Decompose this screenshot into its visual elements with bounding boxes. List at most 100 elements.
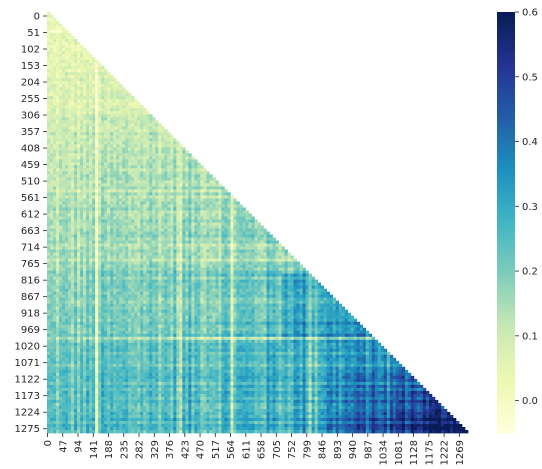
heatmap-cell <box>140 117 144 121</box>
heatmap-cell <box>197 300 201 305</box>
heatmap-cell <box>62 87 66 91</box>
heatmap-cell <box>71 87 75 91</box>
heatmap-cell <box>101 222 105 226</box>
heatmap-cell <box>194 249 198 253</box>
heatmap-cell <box>278 258 282 262</box>
heatmap-cell <box>164 255 168 259</box>
heatmap-cell <box>170 270 174 274</box>
heatmap-cell <box>56 222 60 226</box>
heatmap-cell <box>164 288 168 293</box>
heatmap-cell <box>92 132 96 136</box>
heatmap-cell <box>173 210 177 214</box>
heatmap-cell <box>116 192 120 196</box>
heatmap-cell <box>206 225 210 229</box>
heatmap-cell <box>185 306 189 311</box>
heatmap-cell <box>59 144 63 148</box>
heatmap-cell <box>287 270 291 274</box>
heatmap-cell <box>128 120 132 124</box>
heatmap-cell <box>200 225 204 229</box>
heatmap-cell <box>185 177 189 181</box>
heatmap-cell <box>122 168 126 172</box>
heatmap-cell <box>221 216 225 220</box>
heatmap-cell <box>86 207 90 211</box>
heatmap-cell <box>182 177 186 181</box>
heatmap-cell <box>65 33 69 37</box>
heatmap-cell <box>95 270 99 274</box>
heatmap-cell <box>134 192 138 196</box>
heatmap-cell <box>110 177 114 181</box>
heatmap-cell <box>68 171 72 175</box>
heatmap-cell <box>179 222 183 226</box>
heatmap-cell <box>131 177 135 181</box>
heatmap-cell <box>92 198 96 202</box>
heatmap-cell <box>158 126 162 130</box>
heatmap-cell <box>71 306 75 311</box>
heatmap-cell <box>50 309 54 314</box>
heatmap-cell <box>89 282 93 286</box>
heatmap-cell <box>173 306 177 311</box>
heatmap-cell <box>194 222 198 226</box>
heatmap-cell <box>110 153 114 157</box>
heatmap-cell <box>107 192 111 196</box>
heatmap-cell <box>152 135 156 139</box>
heatmap-cell <box>113 78 117 82</box>
heatmap-cell <box>209 183 213 187</box>
heatmap-cell <box>176 213 180 217</box>
heatmap-cell <box>83 255 87 259</box>
heatmap-cell <box>197 195 201 199</box>
heatmap-cell <box>65 219 69 223</box>
heatmap-cell <box>275 261 279 265</box>
heatmap-cell <box>68 216 72 220</box>
heatmap-cell <box>275 243 279 247</box>
heatmap-cell <box>146 174 150 178</box>
heatmap-cell <box>74 39 78 43</box>
heatmap-cell <box>236 210 240 214</box>
heatmap-cell <box>71 234 75 238</box>
heatmap-cell <box>209 267 213 271</box>
heatmap-cell <box>71 246 75 250</box>
heatmap-cell <box>65 234 69 238</box>
heatmap-cell <box>155 306 159 311</box>
heatmap-cell <box>77 216 81 220</box>
heatmap-cell <box>173 186 177 190</box>
heatmap-cell <box>62 123 66 127</box>
heatmap-cell <box>119 273 123 277</box>
heatmap-cell <box>284 297 288 302</box>
heatmap-cell <box>140 228 144 232</box>
heatmap-cell <box>89 60 93 64</box>
heatmap-cell <box>110 240 114 244</box>
heatmap-cell <box>107 72 111 76</box>
heatmap-cell <box>170 249 174 253</box>
heatmap-cell <box>95 69 99 73</box>
heatmap-cell <box>209 249 213 253</box>
heatmap-cell <box>92 201 96 205</box>
heatmap-cell <box>68 192 72 196</box>
heatmap-cell <box>194 243 198 247</box>
heatmap-cell <box>158 144 162 148</box>
heatmap-cell <box>53 69 57 73</box>
heatmap-cell <box>47 234 51 238</box>
heatmap-cell <box>113 234 117 238</box>
heatmap-cell <box>56 57 60 61</box>
heatmap-cell <box>221 294 225 299</box>
heatmap-cell <box>176 150 180 154</box>
heatmap-cell <box>122 108 126 112</box>
heatmap-cell <box>233 258 237 262</box>
heatmap-cell <box>47 87 51 91</box>
heatmap-cell <box>77 108 81 112</box>
heatmap-cell <box>62 168 66 172</box>
heatmap-cell <box>233 219 237 223</box>
heatmap-cell <box>179 279 183 283</box>
heatmap-cell <box>227 207 231 211</box>
heatmap-cell <box>161 231 165 235</box>
heatmap-cell <box>155 282 159 286</box>
heatmap-cell <box>188 276 192 280</box>
heatmap-cell <box>98 183 102 187</box>
heatmap-cell <box>155 198 159 202</box>
heatmap-cell <box>161 159 165 163</box>
heatmap-cell <box>83 138 87 142</box>
heatmap-cell <box>293 273 297 277</box>
heatmap-cell <box>74 153 78 157</box>
heatmap-cell <box>164 282 168 286</box>
heatmap-cell <box>140 177 144 181</box>
